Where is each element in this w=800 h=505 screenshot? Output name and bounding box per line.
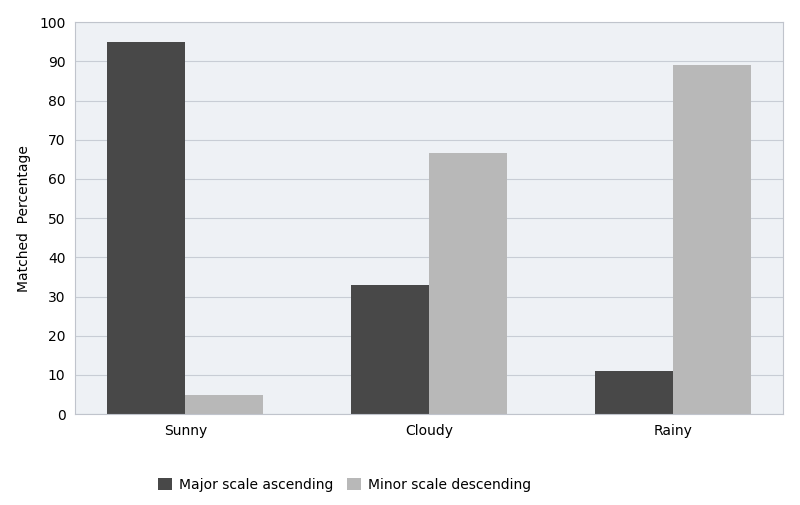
Bar (351, 285, 430, 414)
Y-axis label: Matched  Percentage: Matched Percentage (17, 145, 30, 291)
Bar (673, 65, 751, 414)
Bar (186, 394, 263, 414)
Bar (430, 154, 507, 414)
Bar (595, 371, 673, 414)
Bar (107, 42, 186, 414)
Legend: Major scale ascending, Minor scale descending: Major scale ascending, Minor scale desce… (152, 472, 536, 497)
